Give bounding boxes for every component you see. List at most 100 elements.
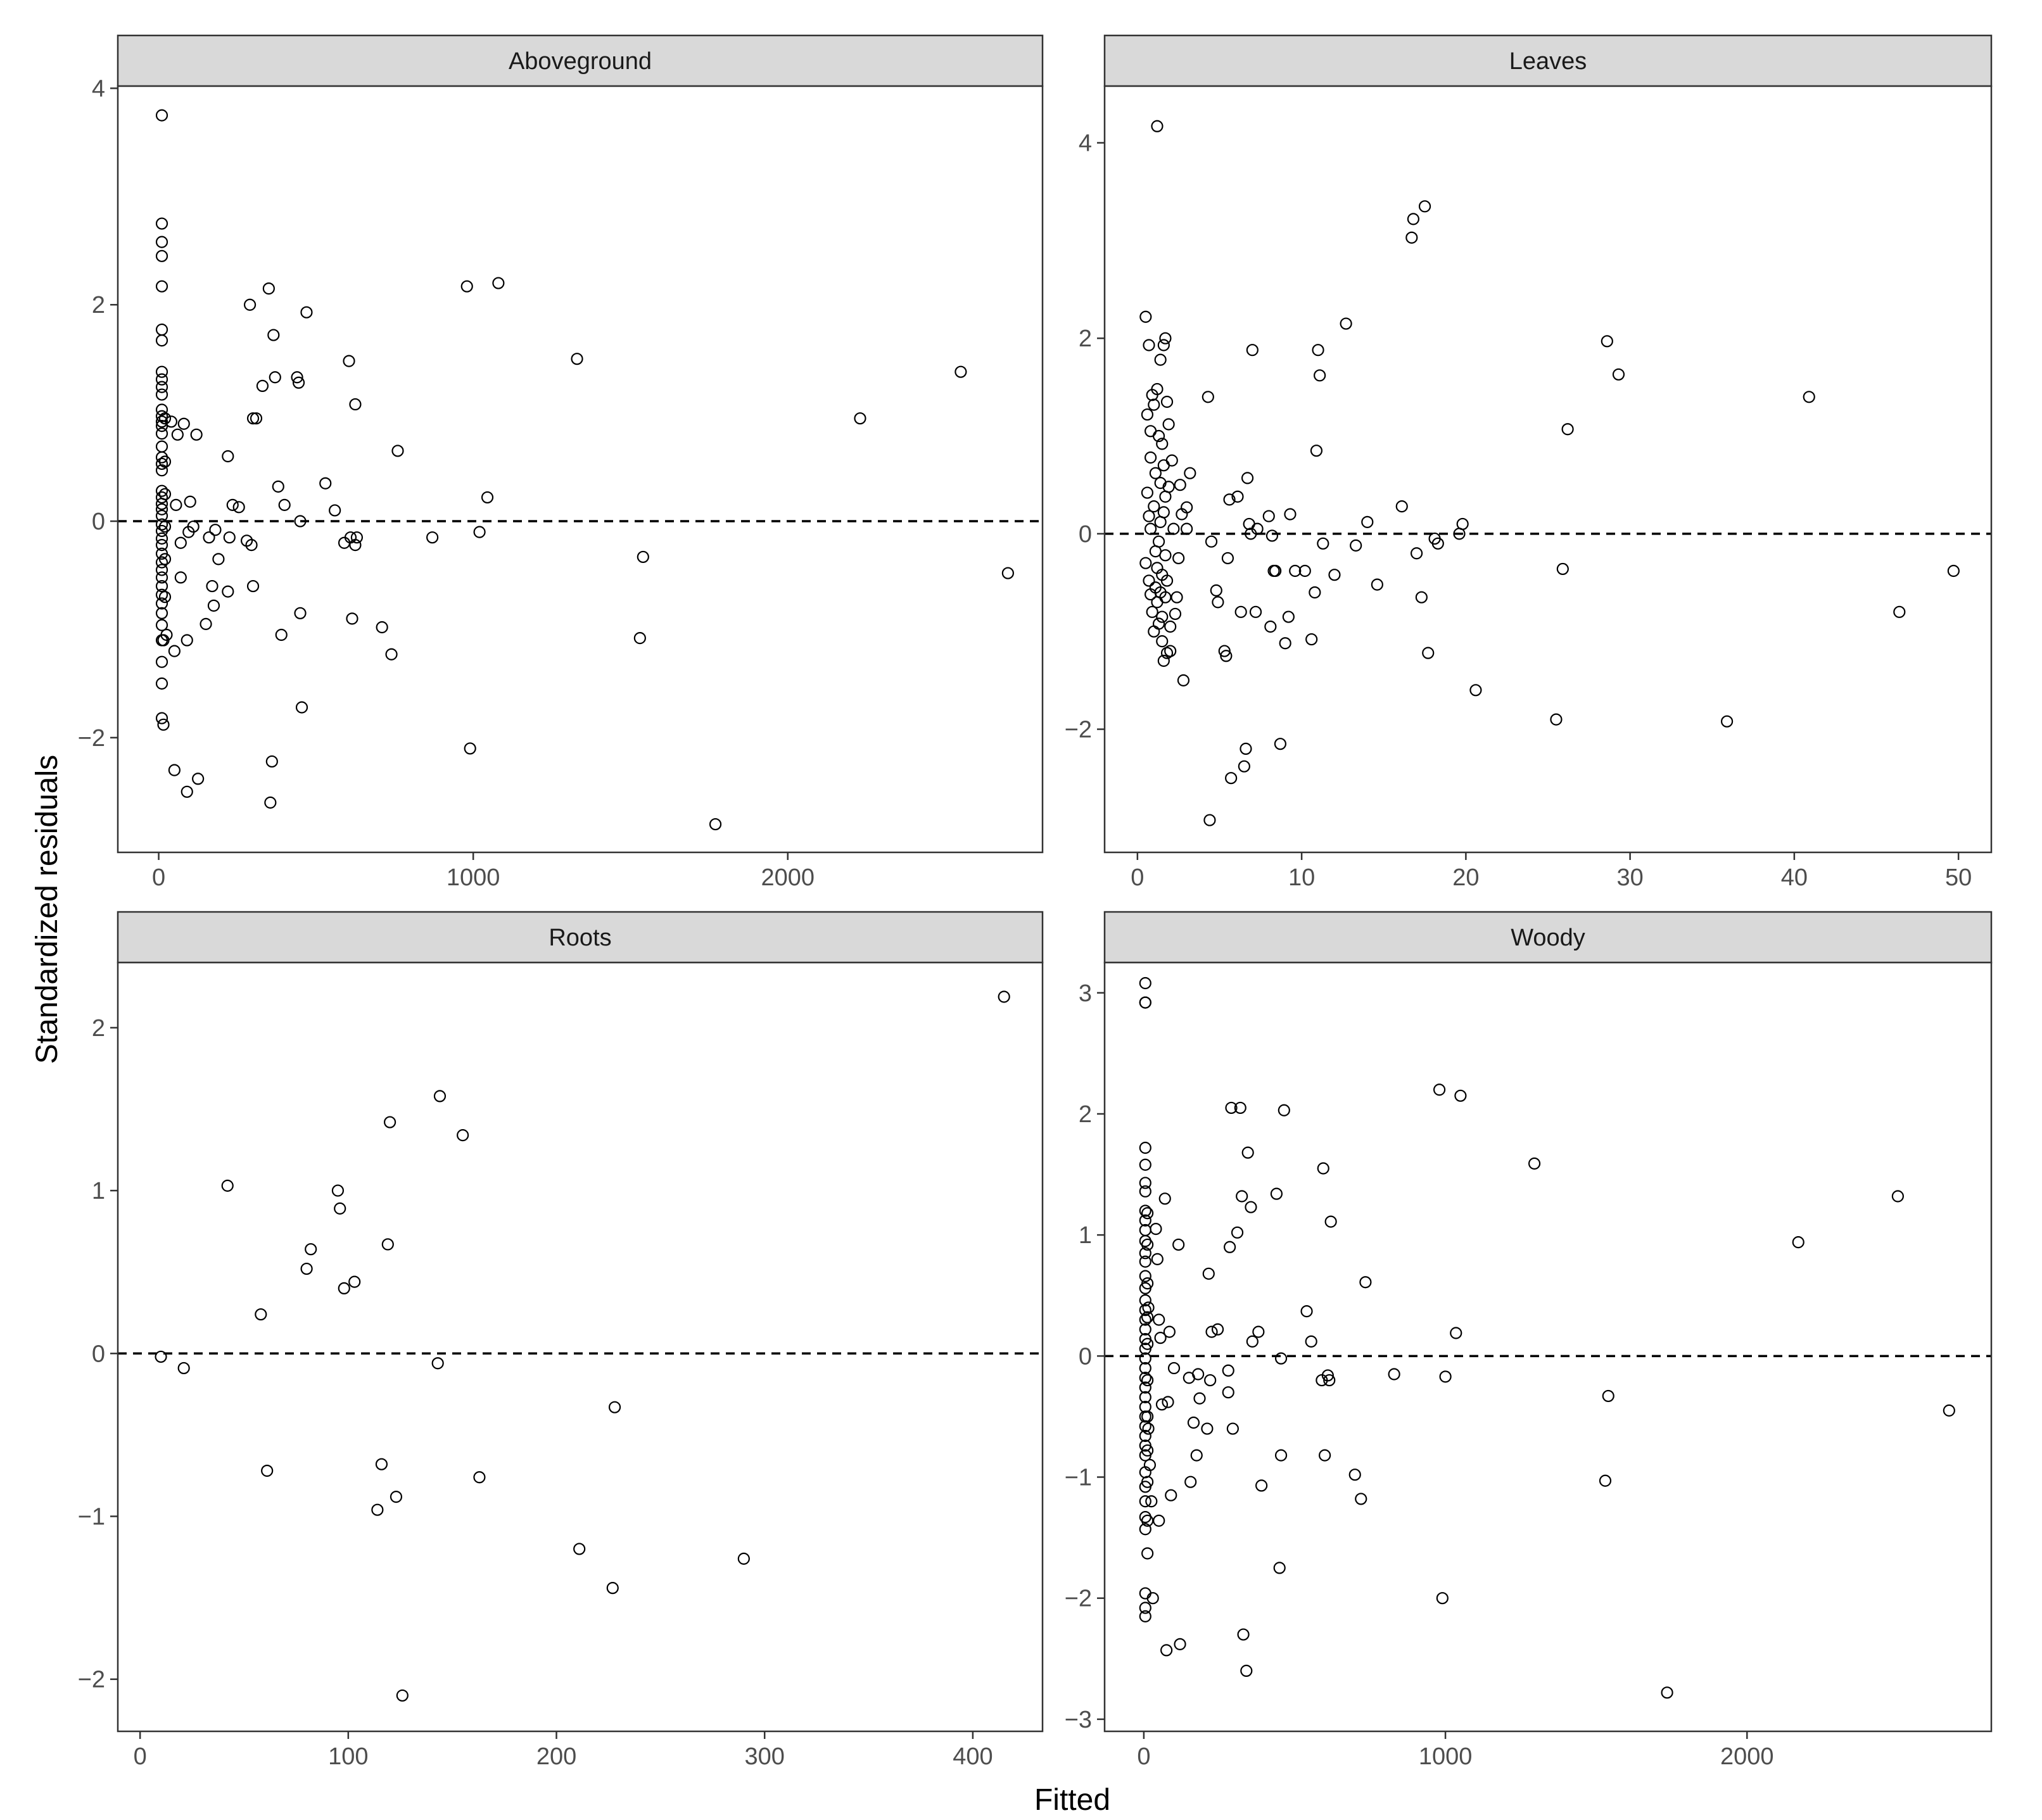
data-point: [331, 1184, 345, 1197]
data-point: [1238, 760, 1250, 773]
data-point: [157, 718, 170, 731]
y-tick-label: 2: [92, 1015, 105, 1042]
data-point: [300, 306, 313, 319]
data-point: [1269, 564, 1282, 578]
data-point: [155, 381, 168, 393]
data-point: [155, 556, 168, 569]
data-point: [300, 1262, 313, 1275]
data-point: [1146, 1592, 1159, 1605]
y-tick-label: 2: [1079, 325, 1092, 352]
data-point: [155, 677, 168, 690]
data-point: [1550, 713, 1563, 726]
data-point: [608, 1401, 621, 1413]
data-point: [209, 524, 222, 536]
data-point: [155, 597, 168, 610]
y-tick-label: 4: [92, 75, 105, 102]
data-point: [1274, 738, 1287, 750]
data-point: [1410, 547, 1423, 560]
data-point: [637, 550, 649, 564]
data-point: [1174, 479, 1186, 491]
data-point: [1388, 1368, 1400, 1381]
data-point: [457, 1129, 469, 1142]
data-point: [371, 1503, 384, 1516]
data-point: [1139, 1372, 1151, 1384]
x-tick-label: 1000: [1419, 1743, 1473, 1770]
data-point: [1170, 591, 1183, 604]
data-point: [155, 579, 168, 593]
data-point: [155, 518, 168, 531]
data-point: [1405, 231, 1418, 244]
data-point: [246, 412, 260, 425]
x-tick-label: 30: [1616, 864, 1643, 891]
data-point: [350, 531, 364, 544]
data-point: [1144, 451, 1157, 464]
data-point: [174, 536, 187, 549]
data-point: [222, 450, 234, 463]
data-point: [1162, 1396, 1174, 1408]
data-point: [954, 365, 967, 378]
data-point: [171, 428, 184, 441]
data-point: [1456, 517, 1469, 531]
data-point: [709, 818, 722, 831]
data-point: [155, 109, 168, 122]
data-point: [1141, 1277, 1154, 1290]
data-point: [155, 539, 168, 552]
data-point: [265, 755, 278, 768]
data-point: [1154, 353, 1167, 366]
data-point: [1371, 578, 1383, 591]
data-point: [1141, 1238, 1154, 1251]
data-point: [1174, 1638, 1186, 1650]
y-tick-label: −2: [1065, 1586, 1092, 1612]
data-point: [1164, 645, 1177, 657]
data-point: [160, 628, 173, 641]
data-point: [1720, 715, 1734, 728]
x-tick-label: 0: [134, 1743, 147, 1770]
data-point: [426, 531, 439, 544]
data-point: [1139, 1247, 1151, 1260]
data-point: [1190, 1449, 1203, 1462]
data-point: [226, 498, 239, 511]
data-point: [1943, 1404, 1955, 1417]
x-tick-label: 200: [536, 1743, 576, 1770]
data-point: [1262, 510, 1275, 522]
data-point: [1157, 339, 1170, 351]
data-point: [1309, 586, 1321, 599]
facet-strip: [1103, 911, 1993, 964]
data-point: [155, 712, 168, 724]
data-point: [158, 520, 172, 533]
data-point: [170, 498, 182, 511]
y-tick-label: 4: [1079, 130, 1092, 157]
data-point: [187, 520, 200, 533]
data-point: [1226, 1422, 1239, 1435]
data-point: [1139, 1381, 1151, 1394]
data-point: [1143, 339, 1155, 351]
x-tick-label: 10: [1288, 864, 1315, 891]
data-point: [319, 477, 332, 490]
data-point: [1893, 605, 1906, 618]
data-point: [206, 579, 219, 593]
data-point: [1947, 564, 1960, 578]
data-point: [294, 607, 307, 619]
data-point: [1144, 522, 1157, 535]
data-point: [222, 585, 234, 598]
data-point: [155, 415, 168, 428]
data-point: [1528, 1157, 1541, 1170]
y-tick-label: 1: [92, 1178, 105, 1204]
data-point: [1415, 591, 1428, 604]
data-point: [168, 645, 181, 657]
data-point: [158, 455, 172, 468]
data-point: [1139, 1429, 1151, 1443]
data-point: [292, 376, 305, 389]
data-point: [1139, 310, 1152, 323]
y-tick-label: 2: [92, 292, 105, 319]
data-point: [1141, 1476, 1154, 1488]
data-point: [1433, 1084, 1446, 1096]
data-point: [1252, 1325, 1265, 1338]
data-point: [294, 515, 307, 528]
facet-roots: Roots −2 −1 0 1 2 0 100 200 300 400: [78, 911, 1044, 1770]
facet-strip: [1103, 34, 1993, 87]
y-tick-label: −1: [1065, 1465, 1092, 1491]
data-point: [155, 588, 168, 601]
x-tick-label: 40: [1781, 864, 1808, 891]
data-point: [1154, 1332, 1167, 1344]
